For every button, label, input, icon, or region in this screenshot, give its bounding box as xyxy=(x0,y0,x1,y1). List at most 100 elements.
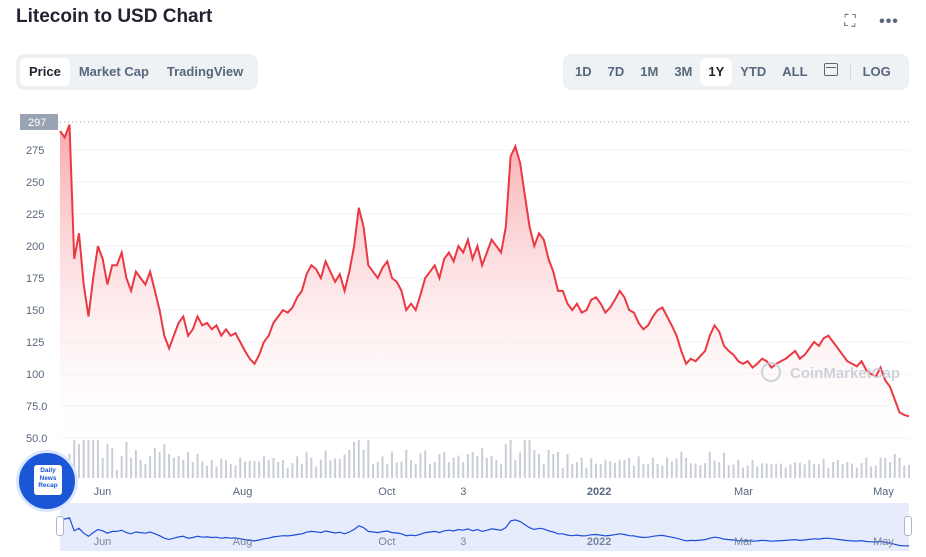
volume-bar xyxy=(685,458,688,478)
volume-bar xyxy=(187,452,190,478)
volume-bar xyxy=(229,464,232,478)
volume-bar xyxy=(177,456,180,478)
volume-bar xyxy=(300,464,303,478)
volume-bar xyxy=(879,457,882,478)
volume-bar xyxy=(523,440,526,478)
volume-bar xyxy=(874,465,877,478)
volume-bar xyxy=(381,456,384,478)
volume-bar xyxy=(860,463,863,478)
range-7d[interactable]: 7D xyxy=(607,64,625,79)
range-ytd[interactable]: YTD xyxy=(740,64,767,79)
volume-bar xyxy=(732,464,735,478)
volume-bar xyxy=(476,456,479,478)
volume-bar xyxy=(808,460,811,478)
volume-bar xyxy=(841,464,844,478)
volume-bar xyxy=(490,456,493,478)
volume-bar xyxy=(836,460,839,478)
volume-bar xyxy=(457,455,460,478)
log-toggle[interactable]: LOG xyxy=(862,64,891,79)
volume-bar xyxy=(884,458,887,478)
calendar-button[interactable] xyxy=(816,58,846,86)
volume-bar xyxy=(770,464,773,478)
volume-bar xyxy=(201,461,204,478)
volume-bar xyxy=(585,467,588,478)
volume-bar xyxy=(647,464,650,478)
fullscreen-icon[interactable]: ⛶ xyxy=(844,13,856,30)
volume-bar xyxy=(144,464,147,478)
range-3m[interactable]: 3M xyxy=(674,64,693,79)
navigator-tick-label: Jun xyxy=(94,536,112,548)
volume-bar xyxy=(794,462,797,478)
range-all[interactable]: ALL xyxy=(782,64,808,79)
volume-bar xyxy=(756,466,759,478)
navigator-tick-label: 3 xyxy=(460,536,466,548)
volume-bar xyxy=(723,452,726,478)
range-1y[interactable]: 1Y xyxy=(700,58,733,86)
volume-bar xyxy=(243,461,246,478)
y-tick-label: 75.0 xyxy=(26,401,47,413)
tab-price[interactable]: Price xyxy=(20,58,70,86)
volume-bar xyxy=(571,464,574,478)
volume-bar xyxy=(666,457,669,478)
price-area xyxy=(60,124,909,438)
volume-bar xyxy=(865,457,868,478)
y-tick-label: 200 xyxy=(26,241,44,253)
x-tick-label: 2022 xyxy=(587,486,611,498)
x-tick-label: 3 xyxy=(460,486,466,498)
volume-bar xyxy=(73,440,76,478)
range-1d[interactable]: 1D xyxy=(575,64,592,79)
volume-bar xyxy=(153,448,156,478)
price-line xyxy=(59,124,910,418)
badge-line-3: Recap xyxy=(38,482,58,489)
volume-bar xyxy=(661,465,664,478)
tab-tradingview[interactable]: TradingView xyxy=(166,64,244,79)
navigator-left-handle[interactable] xyxy=(56,516,64,536)
volume-bar xyxy=(604,459,607,478)
volume-bar xyxy=(817,464,820,478)
range-1m[interactable]: 1M xyxy=(640,64,659,79)
volume-bar xyxy=(670,461,673,478)
volume-bar xyxy=(338,458,341,478)
volume-bar xyxy=(386,464,389,478)
volume-bar xyxy=(466,454,469,478)
volume-bar xyxy=(324,450,327,478)
volume-bar xyxy=(889,462,892,478)
volume-bar xyxy=(642,464,645,478)
volume-bar xyxy=(471,452,474,478)
volume-bar xyxy=(438,454,441,478)
tab-market-cap[interactable]: Market Cap xyxy=(78,64,149,79)
daily-news-recap-badge[interactable]: Daily News Recap xyxy=(16,450,78,512)
y-tick-label: 175 xyxy=(26,273,44,285)
volume-bar xyxy=(746,465,749,478)
volume-bar xyxy=(391,452,394,478)
divider xyxy=(849,63,851,81)
volume-bar xyxy=(680,451,683,478)
watermark: CoinMarketCap xyxy=(790,365,900,382)
volume-bar xyxy=(613,462,616,478)
volume-bar xyxy=(855,467,858,478)
navigator[interactable] xyxy=(60,503,909,551)
volume-bar xyxy=(258,461,261,478)
volume-bar xyxy=(704,463,707,478)
more-icon[interactable]: ••• xyxy=(879,13,899,30)
volume-bar xyxy=(357,440,360,478)
volume-bar xyxy=(433,462,436,478)
volume-bar xyxy=(519,452,522,478)
current-price-label: 297 xyxy=(28,117,46,129)
volume-bar xyxy=(822,458,825,478)
volume-bar xyxy=(447,462,450,478)
navigator-line xyxy=(59,517,910,547)
volume-bar xyxy=(798,462,801,478)
navigator-right-handle[interactable] xyxy=(904,516,912,536)
volume-bar xyxy=(125,442,128,478)
volume-bar xyxy=(699,465,702,478)
volume-bar xyxy=(305,452,308,478)
badge-line-1: Daily xyxy=(40,467,56,474)
calendar-icon xyxy=(823,63,838,76)
navigator-tick-label: Oct xyxy=(378,536,395,548)
volume-bar xyxy=(215,466,218,478)
volume-bar xyxy=(599,464,602,478)
x-tick-label: Jun xyxy=(94,486,112,498)
volume-bar xyxy=(428,464,431,478)
